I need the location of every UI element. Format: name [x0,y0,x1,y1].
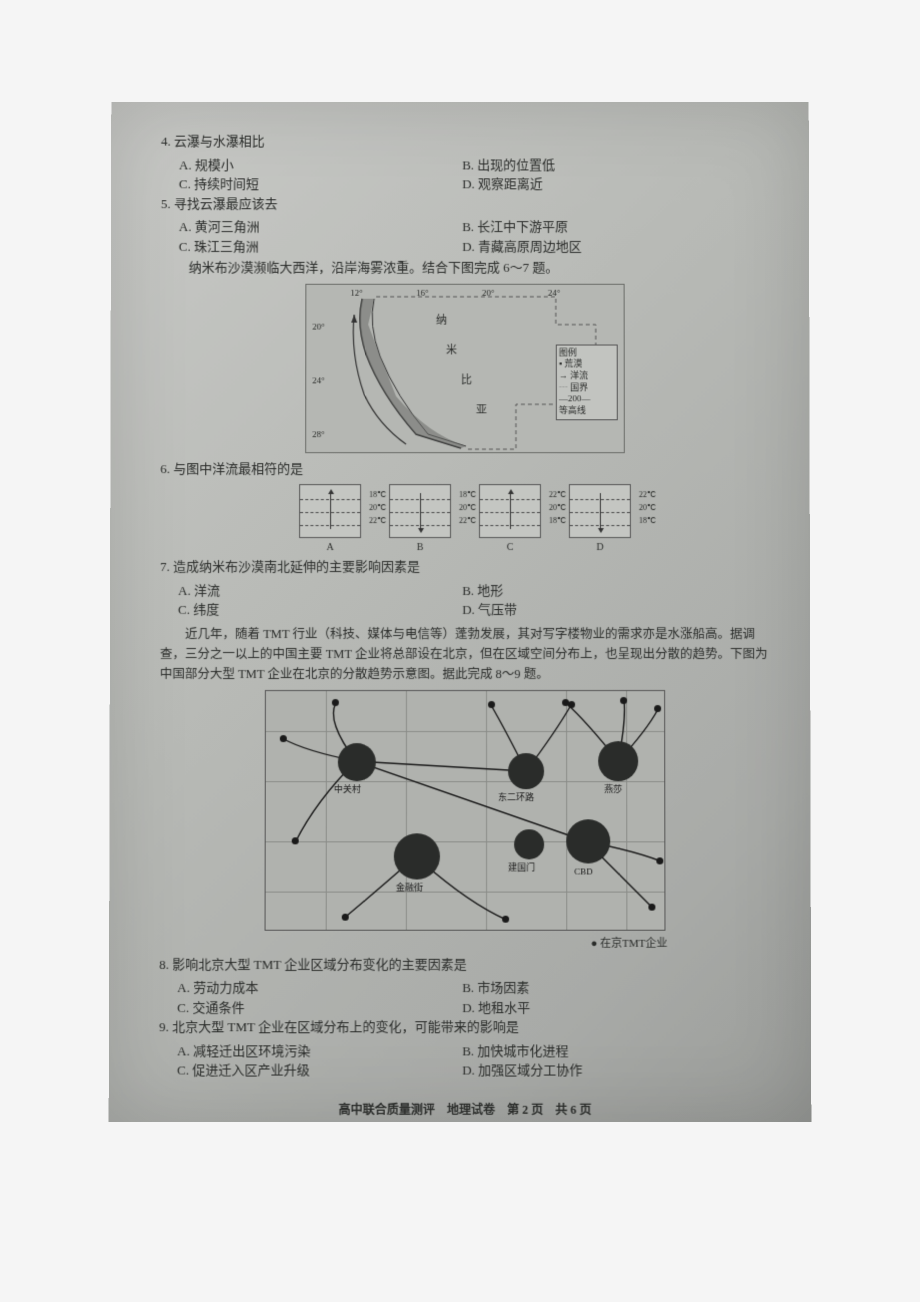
q9-options: A. 减轻迁出区环境污染 B. 加快城市化进程 C. 促进迁入区产业升级 D. … [159,1041,771,1080]
legend-contour-val: —200— [559,394,615,406]
hub-zgc [338,743,376,781]
q9-stem: 9. 北京大型 TMT 企业在区域分布上的变化，可能带来的影响是 [159,1017,771,1037]
legend-border: 国界 [570,382,588,392]
q8-optD: D. 地租水平 [462,998,747,1018]
hub-ys [598,741,638,781]
q8-optB: B. 市场因素 [462,978,747,998]
q6-diagrams: 18℃20℃22℃ A 18℃20℃22℃ B 22℃20℃18℃ C [160,484,770,555]
q7-optA: A. 洋流 [178,581,462,600]
dot [488,701,495,708]
hub-cbd [566,819,610,863]
label-ya: 亚 [476,402,487,418]
q8-optA: A. 劳动力成本 [177,978,462,998]
namib-map: 12° 16° 20° 24° 20° 24° 28° 纳 米 比 亚 图例 ▪… [305,283,625,452]
legend-title: 图例 [559,347,615,359]
q5-optD: D. 青藏高原周边地区 [462,237,745,256]
q5-stem: 5. 寻找云瀑最应该去 [161,194,769,213]
q9-optC: C. 促进迁入区产业升级 [177,1060,462,1080]
q4-stem: 4. 云瀑与水瀑相比 [161,132,769,151]
q5-optC: C. 珠江三角洲 [179,237,462,256]
dot [280,735,287,742]
q5-optB: B. 长江中下游平原 [462,217,745,236]
q6-label-D: D [596,542,603,553]
dot [502,915,509,922]
hub-label-jgm: 建国门 [508,861,535,875]
q6-label-C: C [507,542,514,553]
q6-choice-B: 18℃20℃22℃ B [384,484,456,555]
q6-label-B: B [417,542,424,553]
legend-contour: 等高线 [559,405,615,417]
q6-stem: 6. 与图中洋流最相符的是 [160,459,769,478]
q6-choice-D: 22℃20℃18℃ D [564,484,636,555]
q8-optC: C. 交通条件 [177,998,462,1018]
beijing-map: 中关村 金融街 东二环路 建国门 CBD 燕莎 [265,690,666,931]
dot [568,701,575,708]
q6-choice-C: 22℃20℃18℃ C [474,484,546,555]
q9-optA: A. 减轻迁出区环境污染 [177,1041,462,1061]
q6-choice-A: 18℃20℃22℃ A [294,484,366,555]
dot [656,857,663,864]
beijing-arcs [266,691,666,931]
q9-optD: D. 加强区域分工协作 [462,1060,747,1080]
q7-options: A. 洋流 B. 地形 C. 纬度 D. 气压带 [160,581,770,620]
label-mi: 米 [446,342,457,358]
dot [332,699,339,706]
q9-optB: B. 加快城市化进程 [462,1041,747,1061]
legend-desert: 荒漠 [564,359,582,369]
q5-optA: A. 黄河三角洲 [179,217,462,236]
hub-label-cbd: CBD [574,865,593,879]
beijing-legend: ● 在京TMT企业 [591,936,668,953]
legend-current: 洋流 [570,370,588,380]
q7-optC: C. 纬度 [178,600,462,619]
q5-options: A. 黄河三角洲 B. 长江中下游平原 C. 珠江三角洲 D. 青藏高原周边地区 [161,217,769,256]
hub-label-dehl: 东二环路 [498,791,534,805]
dot [654,705,661,712]
exam-page: 4. 云瀑与水瀑相比 A. 规模小 B. 出现的位置低 C. 持续时间短 D. … [109,102,812,1122]
q8-options: A. 劳动力成本 B. 市场因素 C. 交通条件 D. 地租水平 [159,978,771,1017]
label-na: 纳 [436,312,447,328]
q7-stem: 7. 造成纳米布沙漠南北延伸的主要影响因素是 [160,557,770,576]
dot [292,837,299,844]
dot [620,697,627,704]
tmt-passage: 近几年，随着 TMT 行业（科技、媒体与电信等）蓬勃发展，其对写字楼物业的需求亦… [160,624,770,684]
dot [342,913,349,920]
hub-dehl [508,753,544,789]
hub-label-ys: 燕莎 [604,783,622,797]
q4-optA: A. 规模小 [179,155,462,174]
hub-jrj [394,833,440,879]
namib-legend: 图例 ▪ 荒漠 → 洋流 ┄ 国界 —200— 等高线 [556,344,618,420]
q7-optD: D. 气压带 [462,600,746,619]
dot [648,903,655,910]
q7-optB: B. 地形 [462,581,746,600]
q6-label-A: A [326,542,333,553]
label-bi: 比 [461,372,472,388]
hub-jgm [514,829,544,859]
q4-optB: B. 出现的位置低 [462,155,745,174]
hub-label-jrj: 金融街 [396,881,423,895]
q8-stem: 8. 影响北京大型 TMT 企业区域分布变化的主要因素是 [159,954,771,974]
namib-intro: 纳米布沙漠濒临大西洋，沿岸海雾浓重。结合下图完成 6～7 题。 [161,258,770,277]
q4-optC: C. 持续时间短 [179,174,462,193]
hub-label-zgc: 中关村 [334,783,361,797]
q4-options: A. 规模小 B. 出现的位置低 C. 持续时间短 D. 观察距离近 [161,155,769,194]
page-footer: 高中联合质量测评 地理试卷 第 2 页 共 6 页 [159,1100,771,1118]
q4-optD: D. 观察距离近 [462,174,745,193]
